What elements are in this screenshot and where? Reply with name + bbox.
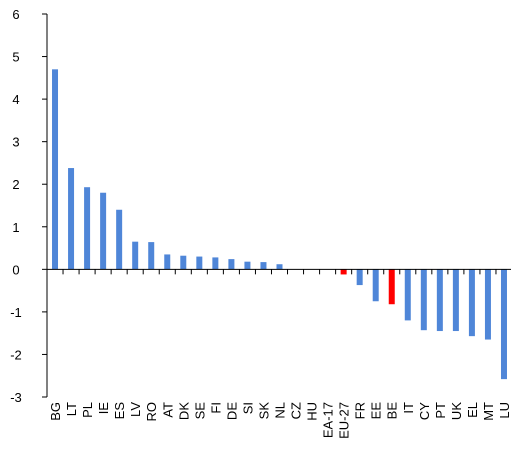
bar-el: [468, 269, 475, 337]
category-label: EA-17: [321, 402, 336, 438]
y-tick-label: 2: [12, 177, 19, 192]
y-tick-label: -2: [10, 347, 22, 362]
y-tick-label: 5: [12, 50, 19, 65]
bar-ie: [100, 192, 107, 270]
category-label: ES: [112, 402, 127, 420]
bar-es: [116, 209, 123, 270]
bar-eu-27: [340, 269, 347, 275]
bar-nl: [276, 264, 283, 270]
y-tick-label: 4: [12, 92, 19, 107]
bar-sk: [260, 262, 267, 270]
bar-lv: [132, 241, 139, 270]
bar-at: [164, 254, 171, 270]
category-label: BE: [385, 402, 400, 420]
category-label: MT: [481, 402, 496, 421]
y-tick-label: -3: [10, 390, 22, 405]
category-labels-group: BG LT PL IE ES LV RO AT DK SE FI DE SI SK NL CZ HU EA-17 E…: [48, 402, 511, 439]
category-label: UK: [449, 402, 464, 420]
category-label: SK: [256, 402, 271, 420]
category-label: CY: [417, 402, 432, 420]
category-label: PT: [433, 402, 448, 419]
category-label: AT: [160, 402, 175, 418]
category-label: EL: [465, 402, 480, 418]
category-label: DE: [224, 402, 239, 420]
category-label: IT: [401, 402, 416, 414]
bar-be: [388, 269, 395, 305]
category-label: LU: [497, 402, 511, 419]
category-label: BG: [48, 402, 63, 421]
bar-dk: [180, 255, 187, 270]
y-tick-label: 6: [12, 7, 19, 22]
category-label: LT: [64, 402, 79, 416]
category-label: PL: [80, 402, 95, 418]
bar-cy: [420, 269, 427, 331]
bar-lu: [500, 269, 507, 380]
bar-ro: [148, 242, 155, 270]
bar-pl: [84, 187, 91, 270]
bar-ee: [372, 269, 379, 302]
bars-group: [52, 69, 507, 380]
category-label: RO: [144, 402, 159, 422]
bar-uk: [452, 269, 459, 332]
y-tick-label: 3: [12, 135, 19, 150]
bar-se: [196, 256, 203, 270]
bar-lt: [68, 168, 75, 270]
category-label: EU-27: [337, 402, 352, 439]
bar-fi: [212, 257, 219, 270]
category-label: FR: [353, 402, 368, 419]
y-tick-label: 0: [12, 262, 19, 277]
y-tick-label: 1: [12, 220, 19, 235]
bar-fr: [356, 269, 363, 286]
bar-mt: [484, 269, 491, 340]
bar-pt: [436, 269, 443, 332]
category-label: EE: [369, 402, 384, 420]
category-label: FI: [208, 402, 223, 414]
bar-de: [228, 259, 235, 270]
category-label: SI: [240, 402, 255, 414]
axes-group: [46, 14, 511, 397]
category-label: SE: [192, 402, 207, 420]
category-label: DK: [176, 402, 191, 420]
y-ticks-group: -3 -2 -1 0 1 2 3 4 5 6: [10, 7, 47, 405]
bar-it: [404, 269, 411, 321]
category-label: IE: [96, 402, 111, 415]
category-label: LV: [128, 402, 143, 417]
bar-si: [244, 261, 251, 270]
category-label: NL: [273, 402, 288, 419]
y-tick-label: -1: [10, 305, 22, 320]
category-label: CZ: [289, 402, 304, 419]
category-label: HU: [305, 402, 320, 421]
bar-bg: [52, 69, 59, 270]
